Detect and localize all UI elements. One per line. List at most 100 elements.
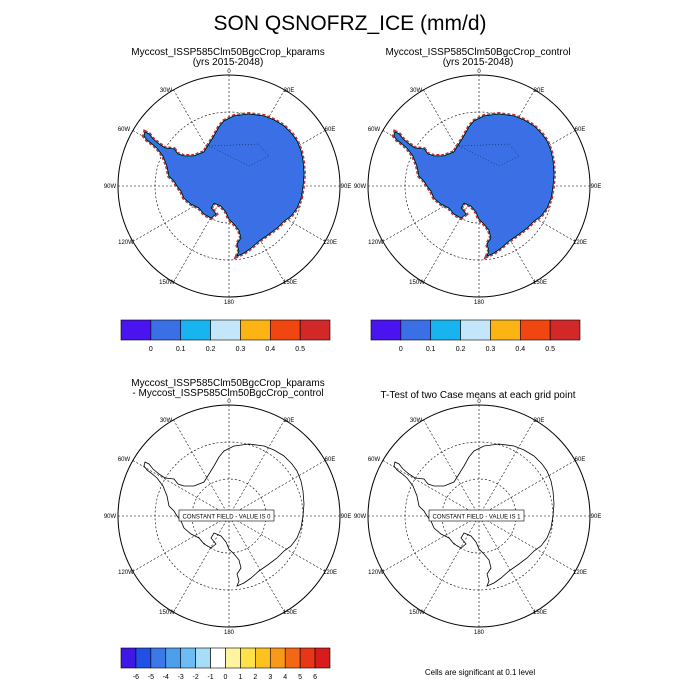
- colorbar-top-right-swatch: [400, 319, 432, 341]
- colorbar-bottom-swatch: [225, 647, 241, 669]
- panel4-constant-label: CONSTANT FIELD - VALUE IS 1: [432, 515, 521, 521]
- colorbar-top-right-label: 0.2: [456, 346, 466, 353]
- colorbar-top-right-swatch: [370, 319, 402, 341]
- panel3-title-line1: Myccost_ISSP585Clm50BgcCrop_kparams: [131, 378, 325, 389]
- colorbar-bottom-label: -1: [207, 674, 213, 681]
- colorbar-top-left-label: 0: [149, 346, 153, 353]
- colorbar-bottom-label: 6: [313, 674, 317, 681]
- panel1-lon-90w: 90W: [104, 184, 117, 190]
- colorbar-top-left-swatch: [180, 319, 211, 341]
- panel2-lon-180: 180: [474, 300, 485, 306]
- panel4-constant-box: [428, 509, 525, 522]
- panel1-antarctica: [142, 112, 306, 258]
- colorbar-bottom-swatch: [314, 647, 331, 669]
- panel2-lon-30e: 30E: [534, 88, 545, 94]
- panel2-title: Myccost_ISSP585Clm50BgcCrop_control (yrs…: [348, 48, 608, 68]
- panel4-lon-120e: 120E: [573, 570, 587, 576]
- panel2-lon-150w: 150W: [409, 280, 425, 286]
- panel1-map: 0 30E 60E 90E 120E 150E 180 150W 120W 90…: [104, 69, 352, 306]
- panel4-lon-180: 180: [474, 630, 485, 636]
- panel2-lon-120e: 120E: [573, 240, 587, 246]
- panel4-lon-0: 0: [477, 399, 481, 405]
- panel4-map: CONSTANT FIELD - VALUE IS 1 0 30E 60E 90…: [354, 399, 602, 636]
- panel1-lon-60e: 60E: [325, 127, 336, 133]
- panel2-lon-90w: 90W: [354, 184, 367, 190]
- colorbar-bottom-label: 5: [298, 674, 302, 681]
- colorbar-top-left-label: 0.4: [265, 346, 275, 353]
- colorbar-top-right-swatch: [519, 319, 551, 341]
- panel1-lon-120w: 120W: [118, 240, 134, 246]
- panel2-title-line2: (yrs 2015-2048): [442, 57, 514, 68]
- colorbar-top-left-swatch: [299, 319, 331, 341]
- colorbar-top-right-swatch: [430, 319, 461, 341]
- panel2-lon-60w: 60W: [368, 127, 381, 133]
- panel4-lon-90w: 90W: [354, 514, 367, 520]
- panel3-title: Myccost_ISSP585Clm50BgcCrop_kparams - My…: [98, 379, 358, 399]
- colorbar-bottom-swatch: [284, 647, 301, 669]
- panel2-lon-120w: 120W: [368, 240, 384, 246]
- panel3-lon-30e: 30E: [284, 418, 295, 424]
- panel1-lon-60w: 60W: [118, 127, 131, 133]
- colorbar-top-right-label: 0.5: [545, 346, 555, 353]
- panel2-antarctica: [392, 112, 556, 258]
- significance-footnote: Cells are significant at 0.1 level: [424, 668, 536, 677]
- panel4-title: T-Test of two Case means at each grid po…: [348, 391, 608, 401]
- panel4-lon-60e: 60E: [575, 457, 586, 463]
- colorbar-top-left-swatch: [210, 319, 241, 341]
- panel1-title-line1: Myccost_ISSP585Clm50BgcCrop_kparams: [131, 47, 325, 58]
- colorbar-top-right-swatch: [460, 319, 491, 341]
- panel3-lon-150e: 150E: [283, 610, 297, 616]
- colorbar-bottom-label: -2: [193, 674, 199, 681]
- colorbar-top-left-swatch: [150, 319, 182, 341]
- colorbar-top-left-label: 0.1: [176, 346, 186, 353]
- panel1-lon-30w: 30W: [160, 88, 173, 94]
- panel1-title: Myccost_ISSP585Clm50BgcCrop_kparams (yrs…: [98, 48, 358, 68]
- colorbar-bottom-swatch: [120, 647, 137, 669]
- colorbar-bottom-swatch: [150, 647, 167, 669]
- colorbar-bottom-label: 4: [283, 674, 287, 681]
- panel2-lon-90e: 90E: [591, 184, 602, 190]
- colorbar-top-left-label: 0.5: [295, 346, 305, 353]
- colorbar-top-right-label: 0.1: [426, 346, 436, 353]
- colorbar-top-left-label: 0.3: [236, 346, 246, 353]
- colorbar-bottom-left: -6 -5 -4 -3 -2 -1 0 1 2 3 4 5 6: [120, 647, 331, 681]
- panel2-map: 0 30E 60E 90E 120E 150E 180 150W 120W 90…: [354, 69, 602, 306]
- panel2-title-line1: Myccost_ISSP585Clm50BgcCrop_control: [385, 47, 571, 58]
- colorbar-top-left-swatch: [240, 319, 271, 341]
- panel1-lon-150w: 150W: [159, 280, 175, 286]
- panel1-lon-150e: 150E: [283, 280, 297, 286]
- colorbar-bottom-label: -5: [148, 674, 154, 681]
- colorbar-bottom-swatch: [255, 647, 271, 669]
- panel1-lon-120e: 120E: [323, 240, 337, 246]
- colorbar-bottom-swatch: [269, 647, 286, 669]
- panel1-title-line2: (yrs 2015-2048): [192, 57, 264, 68]
- panel3-title-line2: - Myccost_ISSP585Clm50BgcCrop_control: [132, 388, 324, 399]
- colorbar-top-right-swatch: [490, 319, 521, 341]
- panel3-lon-90e: 90E: [341, 514, 352, 520]
- panel2-inner-contour: [458, 143, 520, 167]
- panel3-lon-0: 0: [227, 399, 231, 405]
- panel3-constant-label: CONSTANT FIELD - VALUE IS 0: [182, 515, 271, 521]
- colorbar-bottom-swatch: [195, 647, 211, 669]
- colorbar-bottom-swatch: [165, 647, 182, 669]
- panel4-lon-60w: 60W: [368, 457, 381, 463]
- panel3-constant-box: [178, 509, 275, 522]
- panel1-lon-0: 0: [227, 69, 231, 75]
- colorbar-bottom-swatch: [210, 647, 226, 669]
- panel3-lon-120e: 120E: [323, 570, 337, 576]
- panel1-inner-contour: [208, 143, 270, 167]
- panel3-map: CONSTANT FIELD - VALUE IS 0 0 30E 60E 90…: [104, 399, 352, 636]
- panel4-lon-90e: 90E: [591, 514, 602, 520]
- panel4-lon-30e: 30E: [534, 418, 545, 424]
- colorbar-bottom-label: -4: [163, 674, 169, 681]
- colorbar-bottom-label: -3: [178, 674, 184, 681]
- colorbar-top-right-label: 0: [399, 346, 403, 353]
- panel3-lon-30w: 30W: [160, 418, 173, 424]
- colorbar-top-right: 0 0.1 0.2 0.3 0.4 0.5: [370, 319, 581, 353]
- panel1-lon-30e: 30E: [284, 88, 295, 94]
- panel3-lon-90w: 90W: [104, 514, 117, 520]
- panel4-lon-30w: 30W: [410, 418, 423, 424]
- colorbar-bottom-swatch: [180, 647, 196, 669]
- colorbar-top-right-label: 0.3: [486, 346, 496, 353]
